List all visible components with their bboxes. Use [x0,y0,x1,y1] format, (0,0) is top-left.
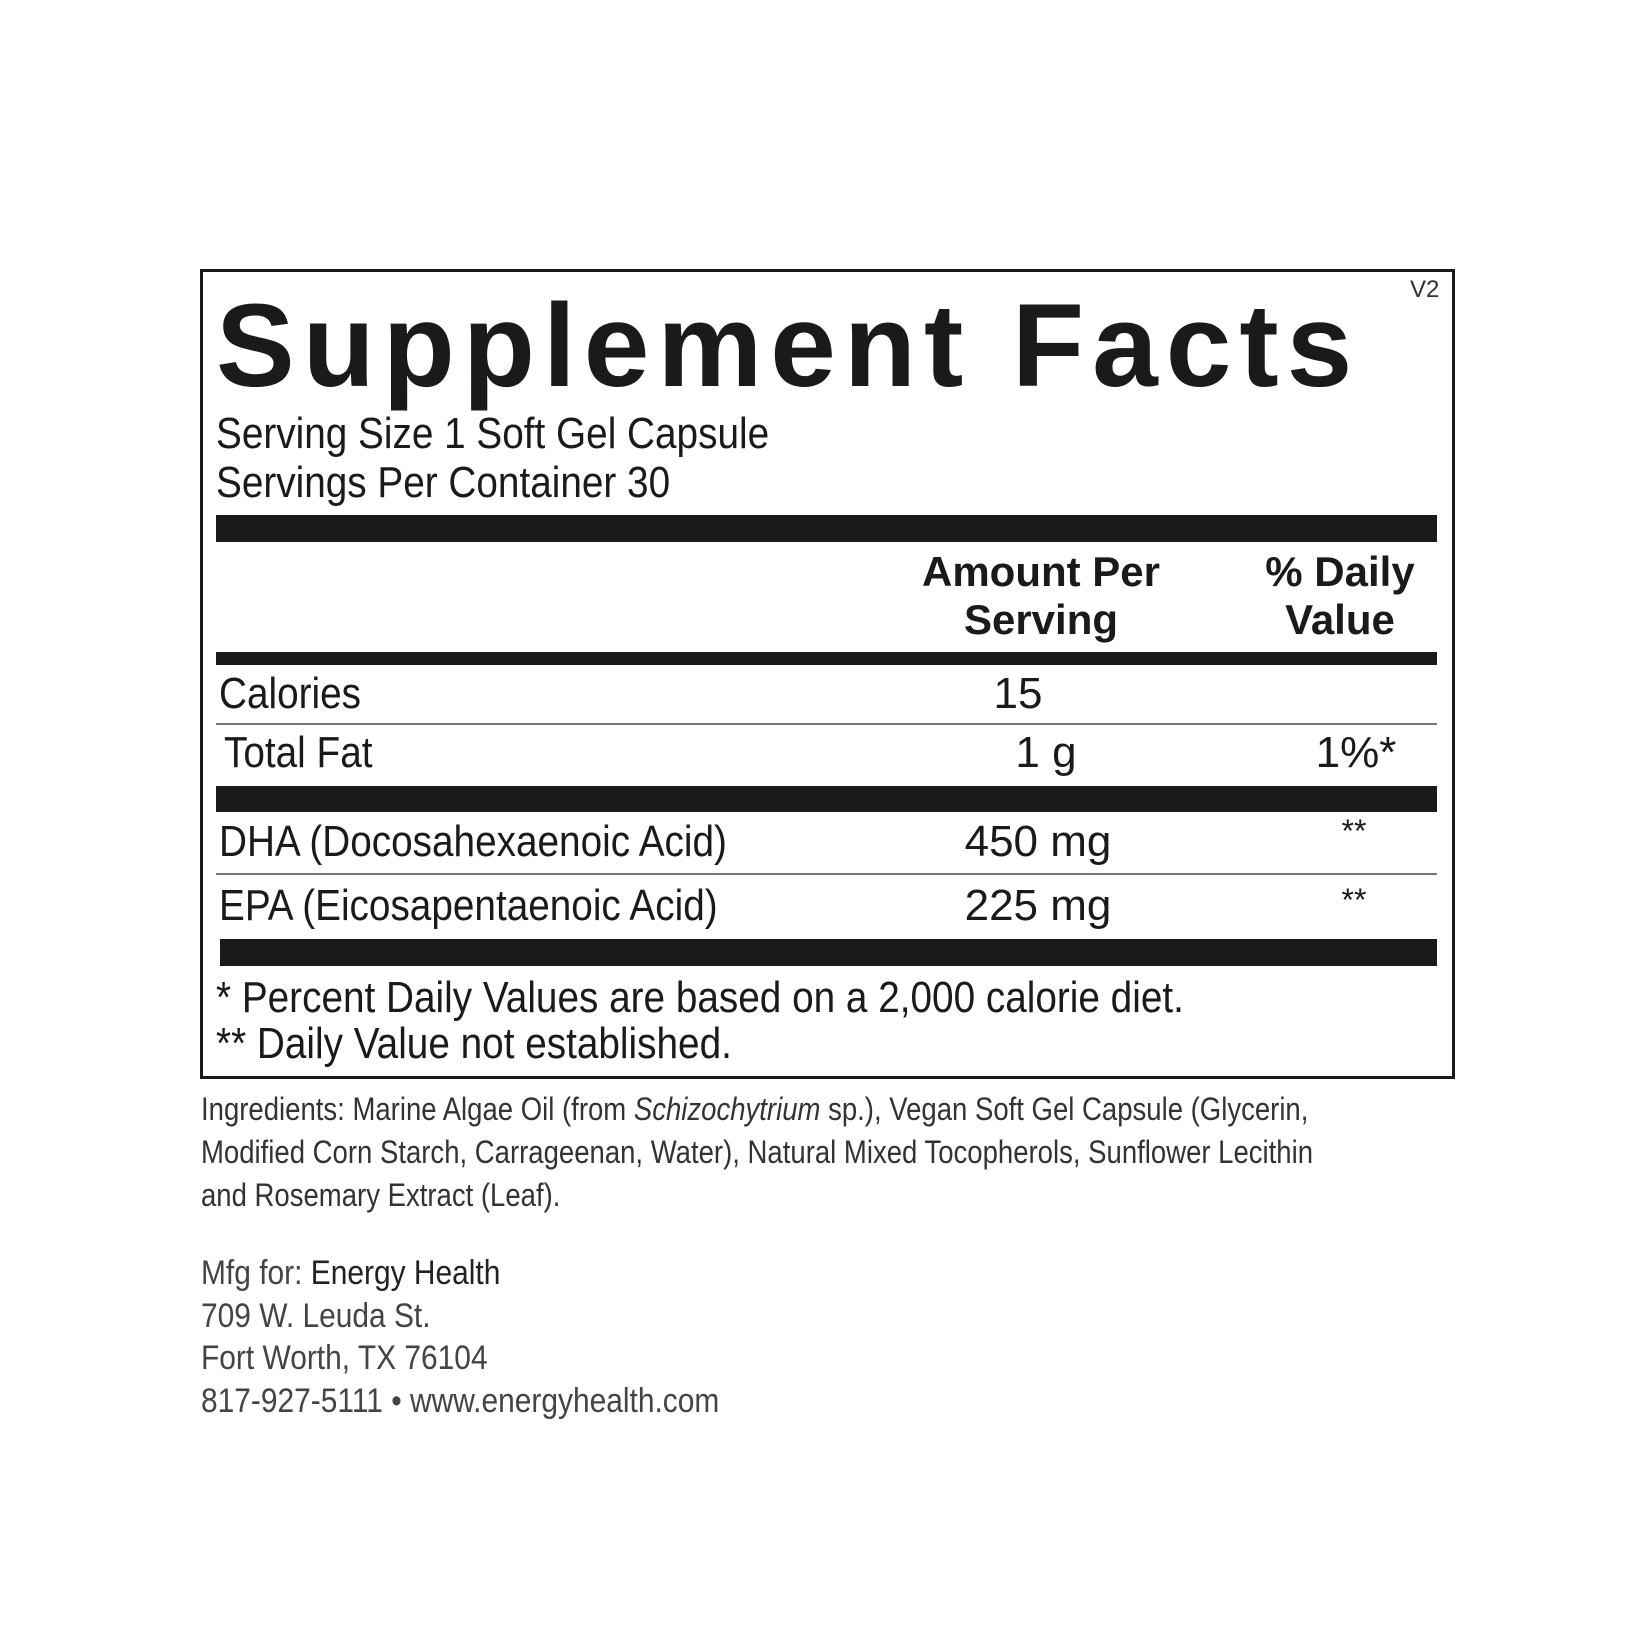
divider-thick [220,939,1437,966]
nutrient-name-dha: DHA (Docosahexaenoic Acid) [219,817,727,866]
manufacturer-street: 709 W. Leuda St. [201,1296,431,1335]
serving-size: Serving Size 1 Soft Gel Capsule [216,409,770,458]
version-label: V2 [1410,276,1440,303]
amount-calories: 15 [993,669,1043,718]
amount-epa: 225 mg [964,881,1112,930]
dv-total-fat: 1%* [1315,728,1397,777]
divider-thick [216,515,1437,542]
manufacturer-website: www.energyhealth.com [410,1381,720,1420]
footnote-not-established: ** Daily Value not established. [216,1019,732,1068]
divider-medium [216,652,1437,665]
footnote-daily-values: * Percent Daily Values are based on a 2,… [216,973,1184,1022]
ingredients-text: Ingredients: Marine Algae Oil (from Schi… [201,1091,1314,1213]
manufacturer-phone: 817-927-5111 [201,1381,383,1420]
nutrient-name-total-fat: Total Fat [224,728,373,777]
divider-thick [216,786,1437,812]
amount-dha: 450 mg [964,817,1112,866]
nutrient-name-calories: Calories [219,669,362,718]
servings-per-container: Servings Per Container 30 [216,458,671,507]
divider-thin [216,873,1437,875]
manufacturer-city: Fort Worth, TX 76104 [201,1339,488,1377]
amount-per-serving-header: Amount Per Serving [921,548,1161,643]
dv-epa: ** [1341,882,1367,918]
daily-value-header: % Daily Value [1265,548,1415,643]
manufacturer-info: Mfg for: Energy Health 709 W. Leuda St. … [201,1254,720,1420]
amount-total-fat: 1 g [1015,728,1077,777]
nutrient-name-epa: EPA (Eicosapentaenoic Acid) [219,881,718,930]
manufacturer-name: Energy Health [310,1254,501,1292]
panel-title: Supplement Facts [216,280,1361,412]
dv-dha: ** [1341,813,1367,849]
supplement-facts-panel [200,269,1455,1079]
divider-thin [216,723,1437,725]
